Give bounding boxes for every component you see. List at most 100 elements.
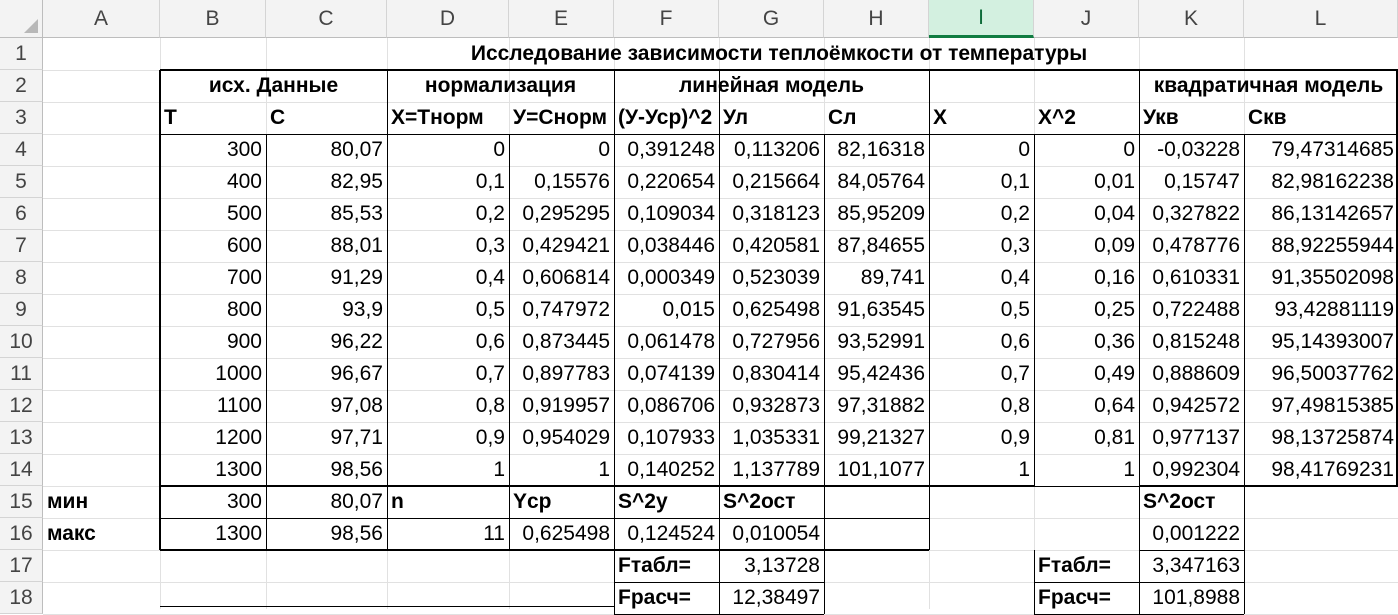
data-cell[interactable]: 0,722488 bbox=[1152, 298, 1240, 321]
value-min-t[interactable]: 300 bbox=[226, 490, 262, 513]
data-cell[interactable]: 85,53 bbox=[330, 202, 383, 225]
data-cell[interactable]: 87,84655 bbox=[837, 234, 925, 257]
column-header-k[interactable]: K bbox=[1139, 0, 1244, 38]
data-cell[interactable]: 97,08 bbox=[330, 394, 383, 417]
row-header-11[interactable]: 11 bbox=[0, 358, 43, 390]
data-cell[interactable]: 1,137789 bbox=[732, 458, 820, 481]
data-cell[interactable]: 98,13725874 bbox=[1271, 426, 1394, 449]
data-cell[interactable]: 0,9 bbox=[475, 426, 505, 449]
data-cell[interactable]: 600 bbox=[226, 234, 262, 257]
data-cell[interactable]: 0,49 bbox=[1094, 362, 1135, 385]
data-cell[interactable]: 96,67 bbox=[330, 362, 383, 385]
column-header-l[interactable]: L bbox=[1244, 0, 1398, 38]
data-cell[interactable]: 95,14393007 bbox=[1271, 330, 1394, 353]
data-cell[interactable]: 0,000349 bbox=[627, 266, 715, 289]
data-cell[interactable]: 1 bbox=[1018, 458, 1030, 481]
row-header-17[interactable]: 17 bbox=[0, 550, 43, 582]
data-cell[interactable]: 0,4 bbox=[1000, 266, 1030, 289]
value-s2ost-quadratic[interactable]: 0,001222 bbox=[1152, 522, 1240, 545]
column-label-f[interactable]: (У-Уср)^2 bbox=[618, 106, 713, 129]
data-cell[interactable]: 89,741 bbox=[860, 266, 925, 289]
row-header-7[interactable]: 7 bbox=[0, 230, 43, 262]
data-cell[interactable]: 98,41769231 bbox=[1271, 458, 1394, 481]
label-min[interactable]: мин bbox=[47, 490, 89, 513]
column-label-g[interactable]: Ул bbox=[723, 106, 749, 129]
value-s2y[interactable]: 0,124524 bbox=[627, 522, 715, 545]
value-ycp[interactable]: 0,625498 bbox=[522, 522, 610, 545]
data-cell[interactable]: 0,610331 bbox=[1152, 266, 1240, 289]
data-cell[interactable]: 95,42436 bbox=[837, 362, 925, 385]
data-cell[interactable]: 0,897783 bbox=[522, 362, 610, 385]
group-header-quadratic[interactable]: квадратичная модель bbox=[1153, 74, 1384, 97]
data-cell[interactable]: 98,56 bbox=[330, 458, 383, 481]
data-cell[interactable]: 0,7 bbox=[475, 362, 505, 385]
data-cell[interactable]: 0,318123 bbox=[732, 202, 820, 225]
data-cell[interactable]: 0,625498 bbox=[732, 298, 820, 321]
data-cell[interactable]: 0,478776 bbox=[1152, 234, 1240, 257]
column-label-k[interactable]: Укв bbox=[1143, 106, 1179, 129]
column-header-a[interactable]: A bbox=[43, 0, 160, 38]
data-cell[interactable]: 0,36 bbox=[1094, 330, 1135, 353]
value-ftabl-quadratic[interactable]: 3,347163 bbox=[1152, 554, 1240, 577]
row-header-3[interactable]: 3 bbox=[0, 102, 43, 134]
data-cell[interactable]: 0 bbox=[1018, 138, 1030, 161]
data-cell[interactable]: 97,49815385 bbox=[1271, 394, 1394, 417]
data-cell[interactable]: 93,52991 bbox=[837, 330, 925, 353]
data-cell[interactable]: 97,31882 bbox=[837, 394, 925, 417]
data-cell[interactable]: 0,15576 bbox=[534, 170, 610, 193]
data-cell[interactable]: 91,63545 bbox=[837, 298, 925, 321]
row-header-16[interactable]: 16 bbox=[0, 518, 43, 550]
data-cell[interactable]: 0,16 bbox=[1094, 266, 1135, 289]
column-label-d[interactable]: X=Tнорм bbox=[391, 106, 484, 129]
row-header-8[interactable]: 8 bbox=[0, 262, 43, 294]
row-header-12[interactable]: 12 bbox=[0, 390, 43, 422]
data-cell[interactable]: 700 bbox=[226, 266, 262, 289]
data-cell[interactable]: 0,04 bbox=[1094, 202, 1135, 225]
value-n[interactable]: 11 bbox=[483, 522, 505, 545]
data-cell[interactable]: 91,29 bbox=[330, 266, 383, 289]
data-cell[interactable]: 0,6 bbox=[475, 330, 505, 353]
data-cell[interactable]: 0,109034 bbox=[627, 202, 715, 225]
label-s2y[interactable]: S^2y bbox=[618, 490, 668, 513]
row-header-6[interactable]: 6 bbox=[0, 198, 43, 230]
data-cell[interactable]: 900 bbox=[226, 330, 262, 353]
data-cell[interactable]: 93,9 bbox=[342, 298, 383, 321]
data-cell[interactable]: -0,03228 bbox=[1157, 138, 1240, 161]
data-cell[interactable]: 0,113206 bbox=[733, 138, 820, 161]
data-cell[interactable]: 91,35502098 bbox=[1271, 266, 1394, 289]
data-cell[interactable]: 500 bbox=[226, 202, 262, 225]
data-cell[interactable]: 0,2 bbox=[475, 202, 505, 225]
data-cell[interactable]: 0,888609 bbox=[1152, 362, 1240, 385]
data-cell[interactable]: 82,95 bbox=[330, 170, 383, 193]
data-cell[interactable]: 1000 bbox=[215, 362, 262, 385]
data-cell[interactable]: 0,3 bbox=[1000, 234, 1030, 257]
column-header-i[interactable]: I bbox=[929, 0, 1034, 38]
data-cell[interactable]: 1200 bbox=[215, 426, 262, 449]
data-cell[interactable]: 0,4 bbox=[475, 266, 505, 289]
column-header-e[interactable]: E bbox=[509, 0, 614, 38]
data-cell[interactable]: 0,5 bbox=[1000, 298, 1030, 321]
data-cell[interactable]: 0,954029 bbox=[522, 426, 610, 449]
data-cell[interactable]: 84,05764 bbox=[837, 170, 925, 193]
data-cell[interactable]: 0,01 bbox=[1094, 170, 1135, 193]
data-cell[interactable]: 0,215664 bbox=[732, 170, 820, 193]
data-cell[interactable]: 0,1 bbox=[1000, 170, 1030, 193]
data-cell[interactable]: 0 bbox=[493, 138, 505, 161]
data-cell[interactable]: 0,815248 bbox=[1152, 330, 1240, 353]
data-cell[interactable]: 0,15747 bbox=[1164, 170, 1240, 193]
data-cell[interactable]: 0,09 bbox=[1094, 234, 1135, 257]
data-cell[interactable]: 0,327822 bbox=[1152, 202, 1240, 225]
data-cell[interactable]: 400 bbox=[226, 170, 262, 193]
label-ftabl-quadratic[interactable]: Fтабл= bbox=[1038, 554, 1111, 577]
data-cell[interactable]: 1,035331 bbox=[732, 426, 820, 449]
data-cell[interactable]: 1100 bbox=[216, 394, 262, 417]
data-cell[interactable]: 0,977137 bbox=[1152, 426, 1240, 449]
value-min-c[interactable]: 80,07 bbox=[330, 490, 383, 513]
data-cell[interactable]: 300 bbox=[226, 138, 262, 161]
row-header-15[interactable]: 15 bbox=[0, 486, 43, 518]
data-cell[interactable]: 800 bbox=[226, 298, 262, 321]
data-cell[interactable]: 0,391248 bbox=[627, 138, 715, 161]
column-header-f[interactable]: F bbox=[614, 0, 719, 38]
data-cell[interactable]: 0 bbox=[1123, 138, 1135, 161]
row-header-1[interactable]: 1 bbox=[0, 38, 43, 70]
